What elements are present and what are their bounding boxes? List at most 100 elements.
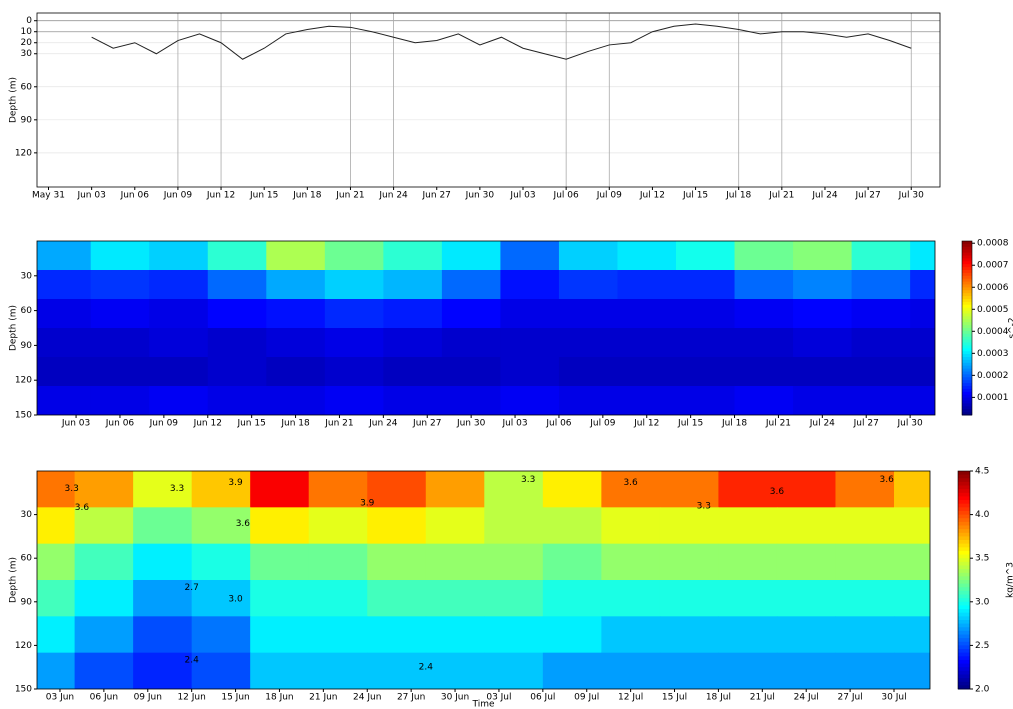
contour-label: 3.9 <box>360 498 375 508</box>
heatmap-cell <box>207 241 267 271</box>
heatmap-cell <box>308 543 368 581</box>
colorbar-segment <box>962 333 972 338</box>
heatmap-cell <box>894 543 930 581</box>
heatmap-cell <box>37 328 92 358</box>
colorbar-segment <box>962 290 972 294</box>
heatmap-cell <box>617 328 677 358</box>
heatmap-cell <box>207 328 267 358</box>
colorbar-segment <box>962 383 972 387</box>
heatmap-cell <box>191 616 251 654</box>
colorbar-tick-label: 0.0007 <box>977 261 1009 271</box>
heatmap-cell <box>617 241 677 271</box>
colorbar-segment <box>958 536 970 541</box>
x-tick-label: Jun 30 <box>456 419 486 429</box>
colorbar-segment <box>962 319 972 323</box>
heatmap-cell <box>484 580 544 617</box>
heatmap-cell <box>149 299 209 329</box>
colorbar-segment <box>958 685 970 690</box>
y-axis-label: Depth (m) <box>9 77 19 123</box>
colorbar-segment <box>962 310 972 314</box>
heatmap-cell <box>37 616 76 654</box>
heatmap-cell <box>90 299 150 329</box>
heatmap-cell <box>191 580 251 617</box>
colorbar-segment <box>958 612 970 617</box>
heatmap-cell <box>90 328 150 358</box>
colorbar-segment <box>958 471 970 476</box>
x-tick-label: 09 Jul <box>574 693 599 703</box>
heatmap-cell <box>793 357 853 387</box>
heatmap-cell <box>441 270 501 300</box>
heatmap-cell <box>90 386 150 415</box>
x-tick-label: Jun 27 <box>412 419 441 429</box>
x-tick-label: Jul 30 <box>897 419 923 429</box>
heatmap-cell <box>776 580 836 617</box>
x-tick-label: 06 Jul <box>530 693 555 703</box>
plot-area <box>37 471 930 689</box>
heatmap-cell <box>207 357 267 387</box>
colorbar-segment <box>962 258 972 262</box>
colorbar-segment <box>962 374 972 378</box>
heatmap-cell <box>793 328 853 358</box>
colorbar-segment <box>962 252 972 256</box>
y-tick-label: 30 <box>21 49 33 59</box>
heatmap-cell <box>542 652 602 689</box>
colorbar-segment <box>962 275 972 280</box>
heatmap-cell <box>718 507 778 545</box>
heatmap-cell <box>601 580 661 617</box>
x-tick-label: Jul 15 <box>677 419 703 429</box>
heatmap-cell <box>74 616 134 654</box>
y-tick-label: 60 <box>21 554 33 564</box>
colorbar-segment <box>958 518 970 523</box>
heatmap-cell <box>484 652 544 689</box>
x-tick-label: Jun 12 <box>193 419 222 429</box>
colorbar-segment <box>958 540 970 545</box>
y-tick-label: 60 <box>21 82 33 92</box>
colorbar-frame <box>957 470 971 690</box>
x-tick-label: Jun 12 <box>206 191 235 201</box>
heatmap-cell <box>676 241 736 271</box>
colorbar-segment <box>958 543 970 548</box>
heatmap-cell <box>250 471 310 508</box>
heatmap-cell <box>835 616 895 654</box>
x-tick-label: Jul 30 <box>898 191 924 201</box>
heatmap-cell <box>90 357 150 387</box>
colorbar-segment <box>962 304 972 309</box>
colorbar-segment <box>958 630 970 635</box>
colorbar-segment <box>958 627 970 632</box>
colorbar-segment <box>958 667 970 672</box>
colorbar-tick-label: 0.0008 <box>977 239 1009 249</box>
colorbar-segment <box>958 590 970 596</box>
x-tick-label: Jun 24 <box>378 191 408 201</box>
heatmap-cell <box>383 299 443 329</box>
heatmap-cell <box>149 357 209 387</box>
heatmap-cell <box>894 471 930 508</box>
colorbar-segment <box>962 371 972 375</box>
heatmap-cell <box>324 241 384 271</box>
colorbar-segment <box>962 278 972 283</box>
heatmap-cell <box>910 241 935 271</box>
heatmap-cell <box>250 580 310 617</box>
x-tick-label: 30 Jul <box>881 693 906 703</box>
x-tick-label: Jun 06 <box>105 419 135 429</box>
colorbar-segment <box>958 500 970 505</box>
heatmap-cell <box>383 357 443 387</box>
y-tick-label: 90 <box>21 597 33 607</box>
colorbar-segment <box>962 264 972 268</box>
colorbar-segment <box>958 550 970 556</box>
colorbar-segment <box>958 663 970 668</box>
colorbar-segment <box>962 391 972 396</box>
heatmap-cell <box>74 652 134 689</box>
heatmap-cell <box>133 652 193 689</box>
colorbar-segment <box>958 561 970 566</box>
heatmap-cell <box>250 543 310 581</box>
colorbar-segment <box>958 474 970 479</box>
heatmap-cell <box>441 328 501 358</box>
contour-label: 3.6 <box>880 475 895 485</box>
y-tick-label: 30 <box>21 510 33 520</box>
heatmap-cell <box>718 543 778 581</box>
heatmap-cell <box>558 386 618 415</box>
heatmap-cell <box>851 386 911 415</box>
heatmap-cell <box>367 652 427 689</box>
heatmap-cell <box>308 507 368 545</box>
heatmap-cell <box>851 270 911 300</box>
